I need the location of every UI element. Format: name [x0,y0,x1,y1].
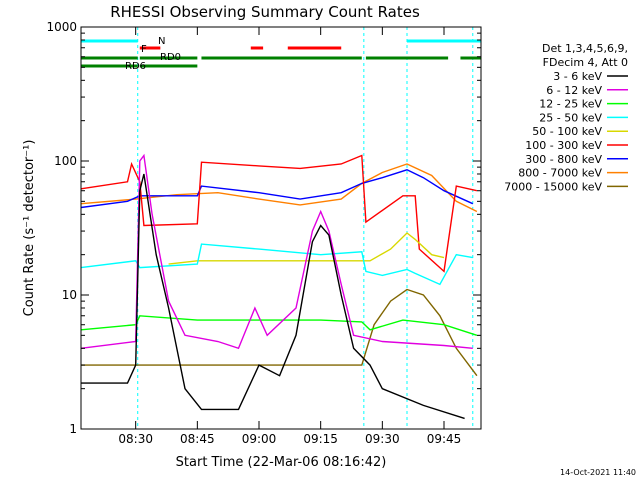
legend-label-6: 300 - 800 keV [525,153,602,166]
y-tick-label-3: 1000 [46,20,77,34]
series-line-800-7000-kev [80,163,478,213]
plot-area [80,27,481,429]
legend-label-8: 7000 - 15000 keV [504,180,602,193]
series-line-3-6-kev [81,173,465,420]
legend-label-2: 12 - 25 keV [539,98,602,111]
plot-frame [80,26,482,430]
series-line-100-300-kev [80,154,478,273]
y-axis-label: Count Rate (s⁻¹ detector⁻¹) [22,140,37,317]
x-tick-label-2: 09:00 [242,432,277,446]
rd0-flag-label: RD0 [160,52,181,63]
x-tick-label-5: 09:45 [427,432,462,446]
x-tick-label-4: 09:30 [365,432,400,446]
y-tick-label-1: 10 [62,288,77,302]
y-tick-label-2: 100 [54,154,77,168]
night-flag-label: N [158,36,165,47]
series-line-7000-15000-kev [81,288,478,377]
legend-label-1: 6 - 12 keV [546,84,602,97]
footer-date: 14-Oct-2021 11:40 [560,468,636,477]
legend-label-3: 25 - 50 keV [539,111,602,124]
x-axis-label: Start Time (22-Mar-06 08:16:42) [176,455,387,470]
chart-title: RHESSI Observing Summary Count Rates [110,3,420,21]
series-line-12-25-kev [80,315,478,336]
legend-header-line-2: FDecim 4, Att 0 [543,56,628,69]
legend: Det 1,3,4,5,6,9, FDecim 4, Att 0 3 - 6 k… [504,42,628,193]
legend-header-line-1: Det 1,3,4,5,6,9, [542,42,628,55]
legend-label-7: 800 - 7000 keV [518,167,602,180]
rd6-flag-label: RD6 [125,61,146,72]
legend-label-5: 100 - 300 keV [525,139,602,152]
series-line-50-100-kev [168,232,445,265]
x-tick-label-1: 08:45 [180,432,215,446]
series-line-25-50-kev [80,243,473,286]
flare-flag-label: F [141,44,147,55]
y-axis: 1 10 100 1000 [46,20,481,436]
series-line-6-12-kev [80,153,473,350]
x-axis: 08:30 08:45 09:00 09:15 09:30 09:45 [118,27,461,446]
x-tick-label-0: 08:30 [118,432,153,446]
legend-label-4: 50 - 100 keV [532,125,602,138]
x-tick-label-3: 09:15 [303,432,338,446]
legend-label-0: 3 - 6 keV [553,70,602,83]
y-tick-label-0: 1 [69,422,77,436]
